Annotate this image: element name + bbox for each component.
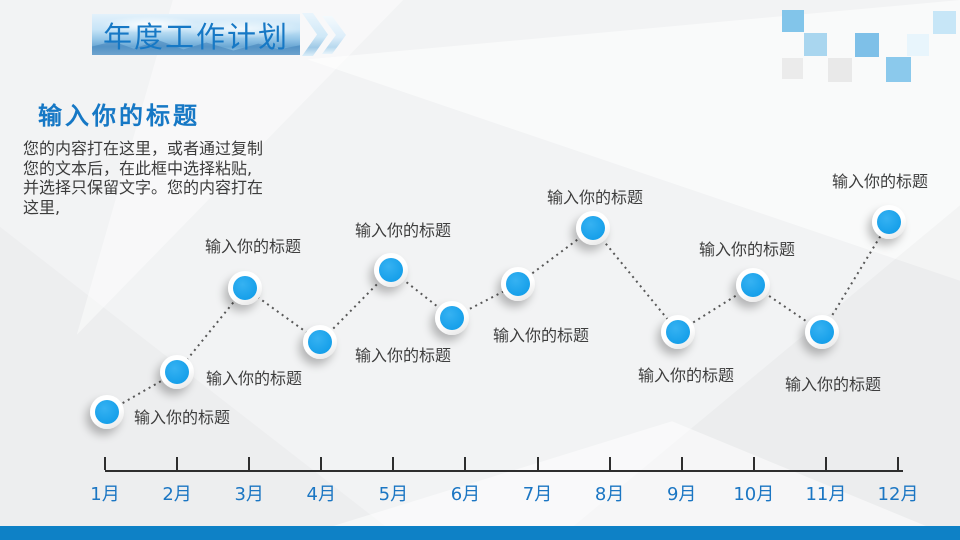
data-point-core bbox=[95, 400, 119, 424]
square-decor bbox=[907, 34, 929, 56]
axis-tick-9月 bbox=[680, 457, 683, 470]
axis-month-label-3月: 3月 bbox=[234, 484, 264, 505]
data-point-label-9: 输入你的标题 bbox=[638, 366, 735, 385]
data-point-label-5: 输入你的标题 bbox=[355, 221, 452, 240]
axis-month-label-4月: 4月 bbox=[306, 484, 336, 505]
data-point-label-1: 输入你的标题 bbox=[134, 408, 231, 427]
data-point-core bbox=[506, 272, 530, 296]
timeline-axis bbox=[105, 470, 903, 472]
section-title: 输入你的标题 bbox=[38, 102, 200, 130]
header-banner: 年度工作计划 bbox=[92, 14, 300, 55]
data-point-label-12: 输入你的标题 bbox=[832, 172, 929, 191]
bottom-accent-bar bbox=[0, 526, 960, 540]
data-point-8 bbox=[576, 211, 610, 245]
axis-tick-8月 bbox=[608, 457, 611, 470]
data-point-label-2: 输入你的标题 bbox=[206, 369, 303, 388]
data-point-9 bbox=[661, 315, 695, 349]
data-point-4 bbox=[303, 325, 337, 359]
axis-month-label-8月: 8月 bbox=[594, 484, 625, 505]
square-decor bbox=[782, 10, 804, 32]
data-point-core bbox=[233, 276, 257, 300]
data-point-label-11: 输入你的标题 bbox=[785, 375, 882, 394]
data-point-core bbox=[810, 320, 834, 344]
data-point-10 bbox=[736, 268, 770, 302]
square-decor bbox=[855, 33, 879, 57]
axis-tick-1月 bbox=[104, 457, 106, 470]
data-point-label-10: 输入你的标题 bbox=[699, 240, 796, 259]
axis-month-label-10月: 10月 bbox=[733, 484, 775, 505]
axis-tick-2月 bbox=[176, 457, 179, 470]
square-decor bbox=[886, 57, 911, 82]
square-decor bbox=[933, 11, 956, 34]
data-point-2 bbox=[160, 355, 194, 389]
data-point-5 bbox=[374, 253, 408, 287]
axis-tick-5月 bbox=[392, 457, 395, 470]
axis-tick-10月 bbox=[752, 457, 755, 470]
data-point-core bbox=[581, 216, 605, 240]
data-point-core bbox=[379, 258, 403, 282]
axis-month-label-11月: 11月 bbox=[805, 484, 847, 505]
axis-tick-12月 bbox=[897, 457, 899, 470]
axis-month-label-5月: 5月 bbox=[378, 484, 409, 505]
axis-tick-7月 bbox=[536, 457, 539, 470]
data-point-12 bbox=[872, 205, 906, 239]
axis-tick-6月 bbox=[464, 457, 467, 470]
data-point-6 bbox=[435, 301, 469, 335]
axis-tick-4月 bbox=[320, 457, 323, 470]
data-point-core bbox=[741, 273, 765, 297]
square-decor bbox=[828, 58, 852, 82]
data-point-3 bbox=[228, 271, 262, 305]
axis-tick-3月 bbox=[248, 457, 251, 470]
data-point-label-8: 输入你的标题 bbox=[547, 188, 644, 207]
axis-month-label-12月: 12月 bbox=[877, 484, 919, 505]
square-decor bbox=[804, 33, 827, 56]
axis-month-label-6月: 6月 bbox=[450, 484, 481, 505]
data-point-label-4: 输入你的标题 bbox=[355, 346, 452, 365]
data-point-label-3: 输入你的标题 bbox=[205, 237, 302, 256]
banner-title: 年度工作计划 bbox=[102, 19, 289, 54]
axis-month-label-9月: 9月 bbox=[666, 484, 697, 505]
data-point-core bbox=[308, 330, 332, 354]
data-point-1 bbox=[90, 395, 124, 429]
square-decor bbox=[782, 58, 803, 79]
data-point-core bbox=[440, 306, 464, 330]
data-point-11 bbox=[805, 315, 839, 349]
data-point-7 bbox=[501, 267, 535, 301]
data-point-label-6: 输入你的标题 bbox=[493, 326, 590, 345]
data-point-core bbox=[877, 210, 901, 234]
data-point-core bbox=[666, 320, 690, 344]
axis-month-label-7月: 7月 bbox=[522, 484, 553, 505]
axis-tick-11月 bbox=[824, 457, 827, 470]
axis-month-label-1月: 1月 bbox=[90, 484, 120, 505]
data-point-core bbox=[165, 360, 189, 384]
section-body: 您的内容打在这里，或者通过复制您的文本后，在此框中选择粘贴,并选择只保留文字。您… bbox=[23, 139, 264, 217]
axis-month-label-2月: 2月 bbox=[162, 484, 192, 505]
